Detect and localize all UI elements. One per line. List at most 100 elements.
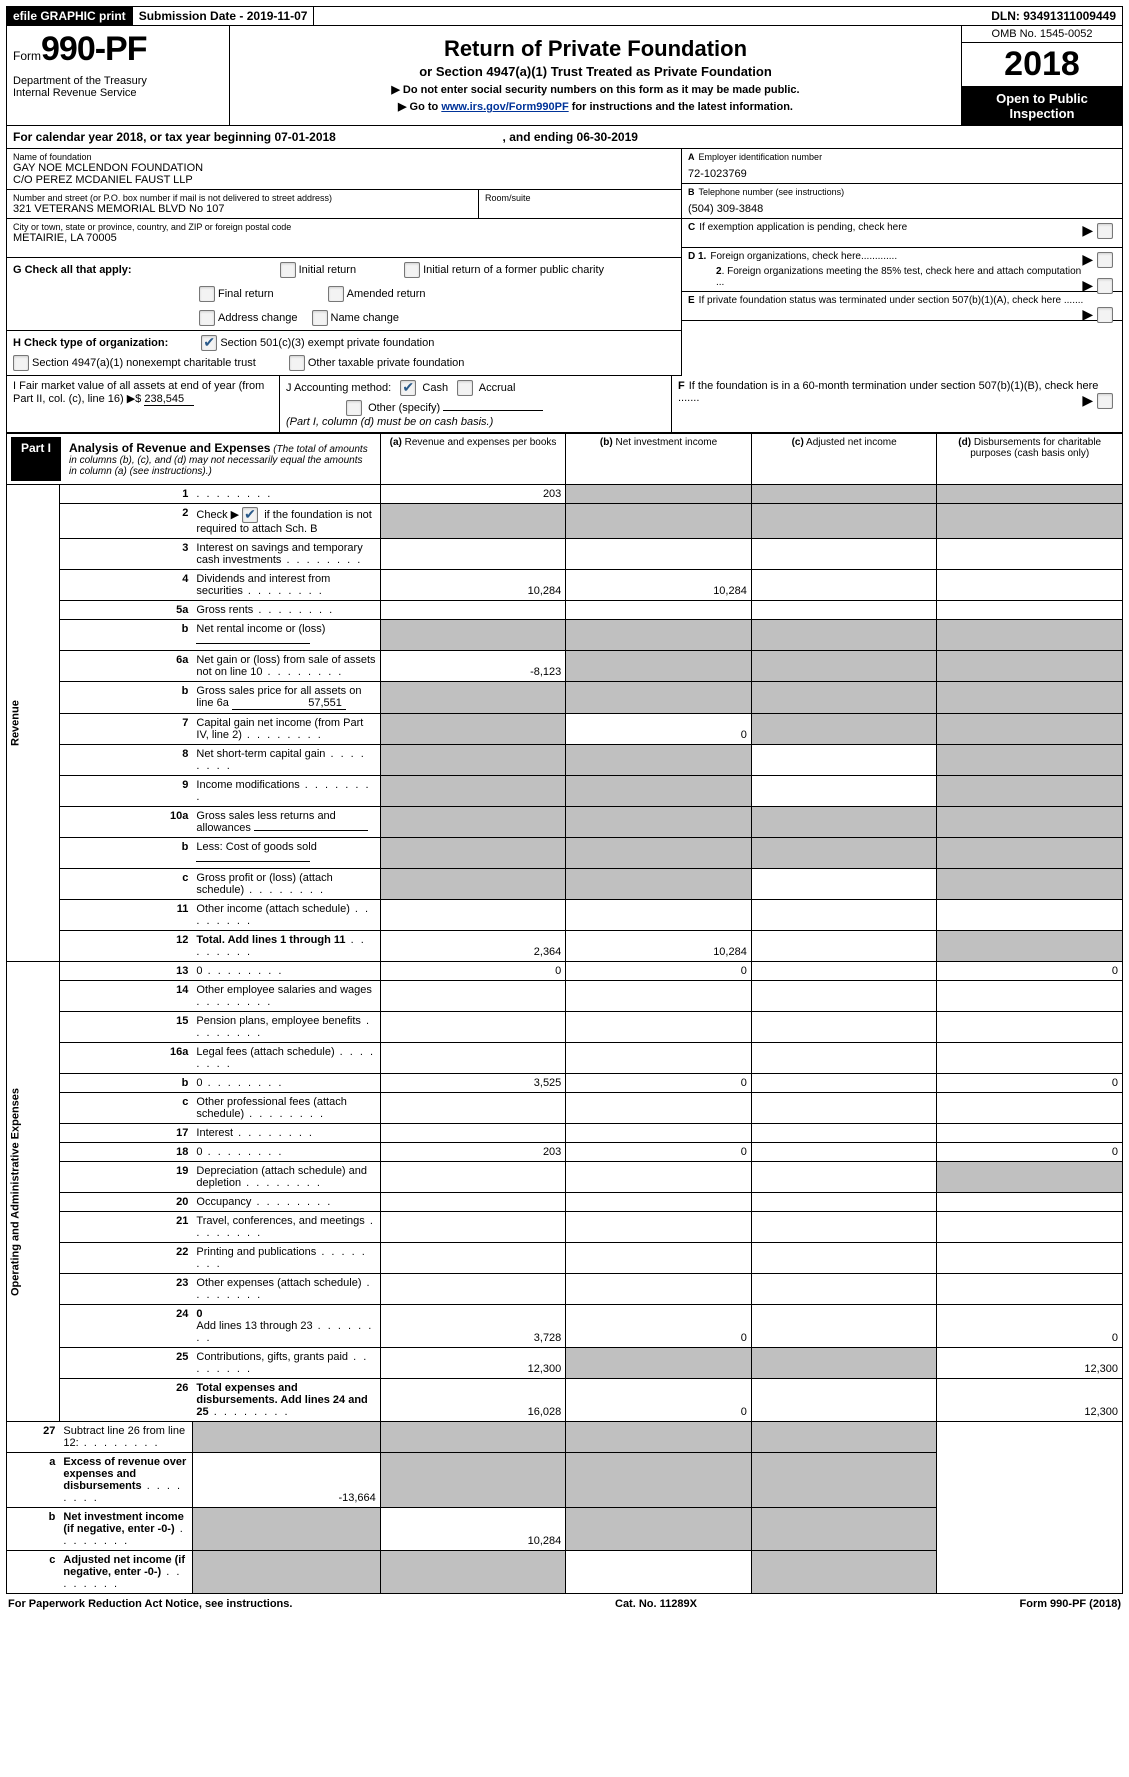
table-cell [566, 1193, 752, 1212]
ein-box: AA Employer identification numberEmploye… [682, 149, 1122, 184]
table-cell [566, 807, 752, 838]
row-num: c [59, 1093, 192, 1124]
checkbox-accrual[interactable] [457, 380, 473, 396]
row-desc: Net gain or (loss) from sale of assets n… [192, 651, 380, 682]
dept-label: Department of the Treasury Internal Reve… [13, 75, 223, 99]
row-desc: Other expenses (attach schedule) [192, 1274, 380, 1305]
table-cell [566, 1551, 752, 1594]
row-num: 13 [59, 962, 192, 981]
table-cell [937, 1162, 1123, 1193]
table-cell [751, 485, 937, 504]
table-cell: 0 [937, 1074, 1123, 1093]
table-cell [566, 1348, 752, 1379]
row-desc: Interest [192, 1124, 380, 1143]
table-cell [751, 1012, 937, 1043]
checkbox-f[interactable] [1097, 393, 1113, 409]
table-cell [380, 745, 566, 776]
table-cell [937, 981, 1123, 1012]
row-desc: Gross rents [192, 601, 380, 620]
checkbox-other-method[interactable] [346, 400, 362, 416]
row-num: 25 [59, 1348, 192, 1379]
table-cell [937, 714, 1123, 745]
table-cell [937, 539, 1123, 570]
checkbox-schb[interactable] [242, 507, 258, 523]
row-num: b [59, 1074, 192, 1093]
checkbox-name-change[interactable] [312, 310, 328, 326]
table-cell [937, 504, 1123, 539]
row-desc: Printing and publications [192, 1243, 380, 1274]
street-address: Number and street (or P.O. box number if… [7, 190, 479, 219]
checkbox-amended[interactable] [328, 286, 344, 302]
table-cell [566, 1422, 752, 1453]
checkbox-c[interactable] [1097, 223, 1113, 239]
city-state-zip: City or town, state or province, country… [7, 219, 681, 258]
row-num: 15 [59, 1012, 192, 1043]
foundation-name: Name of foundation GAY NOE MCLENDON FOUN… [7, 149, 681, 190]
checkbox-other-taxable[interactable] [289, 355, 305, 371]
instructions-link[interactable]: www.irs.gov/Form990PF [441, 101, 568, 113]
table-cell: 10,284 [380, 570, 566, 601]
section-d: D 1.Foreign organizations, check here...… [682, 248, 1122, 292]
dln: DLN: 93491311009449 [985, 7, 1122, 25]
table-cell [566, 620, 752, 651]
row-desc: 0 [192, 962, 380, 981]
table-cell: 0 [380, 962, 566, 981]
table-cell [937, 570, 1123, 601]
table-cell: 10,284 [566, 570, 752, 601]
table-cell [380, 1243, 566, 1274]
checkbox-d1[interactable] [1097, 252, 1113, 268]
row-num: 24 [59, 1305, 192, 1348]
form-title: Return of Private Foundation [236, 36, 955, 62]
row-num: 4 [59, 570, 192, 601]
table-cell: 0 [566, 962, 752, 981]
table-cell [566, 1453, 752, 1508]
section-g: G Check all that apply: Initial return I… [7, 258, 681, 331]
table-cell: -8,123 [380, 651, 566, 682]
checkbox-501c3[interactable] [201, 335, 217, 351]
calendar-year-row: For calendar year 2018, or tax year begi… [6, 126, 1123, 149]
checkbox-cash[interactable] [400, 380, 416, 396]
table-cell [380, 1212, 566, 1243]
checkbox-initial-return[interactable] [280, 262, 296, 278]
table-cell: 203 [380, 485, 566, 504]
checkbox-e[interactable] [1097, 307, 1113, 323]
form-number-box: Form990-PF Department of the Treasury In… [7, 26, 230, 125]
page-footer: For Paperwork Reduction Act Notice, see … [6, 1594, 1123, 1614]
year-box: OMB No. 1545-0052 2018 Open to Public In… [961, 26, 1122, 125]
row-desc: 0 [192, 1143, 380, 1162]
form-title-box: Return of Private Foundation or Section … [230, 26, 961, 125]
table-cell [751, 1379, 937, 1422]
table-cell: 0 [566, 714, 752, 745]
row-desc [192, 485, 380, 504]
checkbox-address-change[interactable] [199, 310, 215, 326]
row-num: c [7, 1551, 60, 1594]
table-cell [380, 1093, 566, 1124]
checkbox-4947a1[interactable] [13, 355, 29, 371]
row-desc: Net investment income (if negative, ente… [59, 1508, 192, 1551]
table-cell [751, 1074, 937, 1093]
table-cell: 3,728 [380, 1305, 566, 1348]
row-num: 3 [59, 539, 192, 570]
info-grid: Name of foundation GAY NOE MCLENDON FOUN… [6, 149, 1123, 376]
row-num: 23 [59, 1274, 192, 1305]
row-num: 8 [59, 745, 192, 776]
row-desc: Interest on savings and temporary cash i… [192, 539, 380, 570]
table-cell [566, 1274, 752, 1305]
table-cell [751, 745, 937, 776]
room-suite: Room/suite [479, 190, 681, 219]
table-cell [380, 601, 566, 620]
table-cell: 0 [566, 1305, 752, 1348]
table-cell [380, 714, 566, 745]
row-num: 7 [59, 714, 192, 745]
table-cell [380, 1274, 566, 1305]
i-j-f-row: I Fair market value of all assets at end… [6, 376, 1123, 433]
row-num: 17 [59, 1124, 192, 1143]
table-cell [751, 869, 937, 900]
table-cell [751, 1274, 937, 1305]
table-cell [937, 838, 1123, 869]
table-cell [380, 776, 566, 807]
checkbox-initial-former[interactable] [404, 262, 420, 278]
checkbox-final-return[interactable] [199, 286, 215, 302]
table-cell [751, 1093, 937, 1124]
table-cell [192, 1551, 380, 1594]
